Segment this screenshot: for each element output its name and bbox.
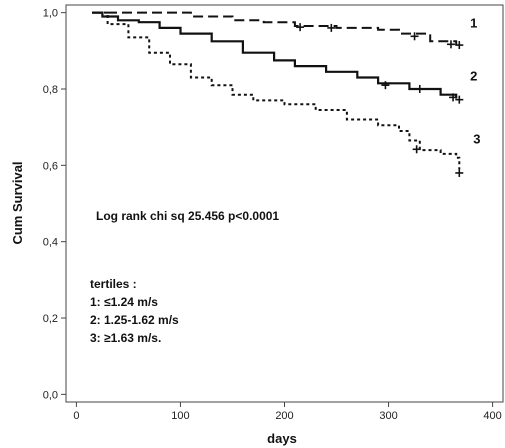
curve-labels: 1 2 3 xyxy=(470,15,480,146)
censor-mark xyxy=(412,145,421,154)
y-tick-label: 0,2 xyxy=(43,313,58,325)
censor-mark xyxy=(446,40,455,49)
y-tick-label: 1,0 xyxy=(43,8,58,20)
x-tick-label: 400 xyxy=(483,410,501,422)
x-tick-label: 100 xyxy=(171,410,189,422)
x-tick-label: 300 xyxy=(379,410,397,422)
series-3-label: 3 xyxy=(473,132,480,147)
censor-mark xyxy=(449,93,458,102)
tertile-1-label: 1: ≤1.24 m/s xyxy=(90,295,158,309)
series-1-label: 1 xyxy=(470,15,477,30)
censor-mark xyxy=(455,41,464,50)
series-3-line xyxy=(92,11,461,170)
censor-mark xyxy=(415,84,424,93)
y-tick-label: 0,4 xyxy=(43,237,58,249)
log-rank-annotation: Log rank chi sq 25.456 p<0.0001 xyxy=(96,209,279,223)
x-tick-label: 0 xyxy=(73,410,79,422)
tertiles-heading: tertiles : xyxy=(90,277,137,291)
y-tick-label: 0,6 xyxy=(43,160,58,172)
censor-mark xyxy=(296,23,305,32)
x-axis-title: days xyxy=(267,431,297,446)
censor-mark xyxy=(381,81,390,90)
series-1-line xyxy=(92,11,458,46)
y-tick-label: 0,8 xyxy=(43,84,58,96)
x-tick-label: 200 xyxy=(275,410,293,422)
y-axis-title: Cum Survival xyxy=(10,161,25,244)
series-2-line xyxy=(92,11,458,99)
tertile-3-label: 3: ≥1.63 m/s. xyxy=(90,331,161,345)
series-2-label: 2 xyxy=(470,69,477,84)
censor-mark xyxy=(327,23,336,32)
tertile-2-label: 2: 1.25-1.62 m/s xyxy=(90,313,179,327)
axes: 0 100 200 300 400 0,0 0,2 0,4 0,6 0,8 1,0 xyxy=(43,8,502,422)
censor-mark xyxy=(455,168,464,177)
series-layer xyxy=(92,11,464,177)
censor-mark xyxy=(410,32,419,41)
y-tick-label: 0,0 xyxy=(43,389,58,401)
censor-mark xyxy=(455,95,464,104)
